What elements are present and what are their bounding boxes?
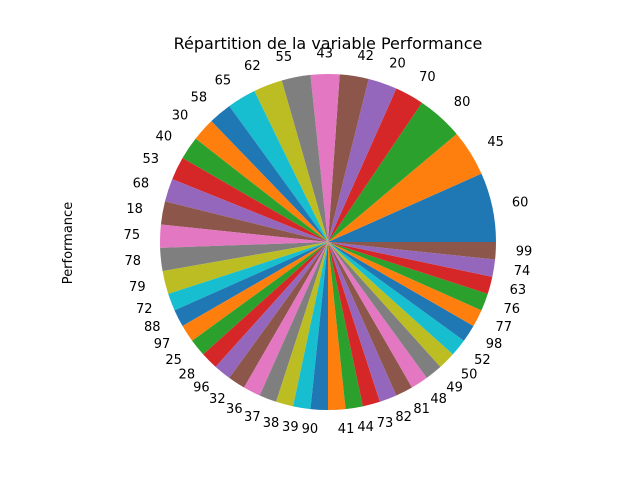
pie-slice-52 bbox=[328, 242, 464, 355]
pie-label-97: 97 bbox=[154, 337, 171, 352]
pie-slice-78 bbox=[160, 242, 328, 272]
pie-label-65: 65 bbox=[215, 73, 232, 88]
pie-label-53: 53 bbox=[142, 152, 159, 167]
pie-label-43: 43 bbox=[316, 47, 333, 62]
pie-label-38: 38 bbox=[263, 416, 280, 431]
pie-slice-70 bbox=[328, 88, 422, 243]
pie-label-49: 49 bbox=[446, 381, 463, 396]
pie-slice-72 bbox=[168, 242, 328, 311]
chart-title: Répartition de la variable Performance bbox=[174, 34, 483, 53]
pie-slice-81 bbox=[328, 242, 412, 396]
pie-slice-65 bbox=[229, 91, 328, 242]
pie-label-50: 50 bbox=[461, 367, 478, 382]
pie-slice-63 bbox=[328, 242, 493, 294]
pie-label-80: 80 bbox=[454, 95, 471, 110]
pie-label-32: 32 bbox=[209, 392, 226, 407]
pie-slice-18 bbox=[160, 201, 328, 242]
pie-slice-20 bbox=[328, 78, 397, 243]
pie-label-44: 44 bbox=[357, 420, 374, 435]
pie-slice-37 bbox=[259, 242, 328, 402]
pie-label-62: 62 bbox=[244, 59, 261, 74]
pie-slice-36 bbox=[244, 242, 328, 396]
pie-slice-43 bbox=[310, 74, 340, 242]
pie-label-70: 70 bbox=[419, 70, 436, 85]
pie-label-58: 58 bbox=[191, 91, 208, 106]
pie-slice-75 bbox=[159, 224, 328, 248]
pie-slice-50 bbox=[328, 242, 453, 367]
pie-label-82: 82 bbox=[395, 410, 412, 425]
pie-slice-97 bbox=[182, 242, 328, 341]
pie-label-74: 74 bbox=[514, 264, 531, 279]
pie-label-30: 30 bbox=[172, 109, 189, 124]
pie-slice-44 bbox=[328, 242, 363, 410]
pie-slice-68 bbox=[164, 179, 328, 242]
pie-slice-90 bbox=[310, 242, 328, 410]
pie-slice-62 bbox=[254, 80, 328, 242]
pie-label-25: 25 bbox=[165, 353, 182, 368]
pie-label-40: 40 bbox=[156, 129, 173, 144]
pie-label-36: 36 bbox=[226, 402, 243, 417]
pie-slice-76 bbox=[328, 242, 488, 311]
pie-label-76: 76 bbox=[504, 302, 521, 317]
pie-slice-99 bbox=[328, 242, 496, 260]
pie-slice-82 bbox=[328, 242, 397, 402]
pie-label-41: 41 bbox=[338, 422, 355, 437]
pie-slice-60 bbox=[328, 173, 496, 242]
pie-slice-58 bbox=[211, 106, 328, 242]
pie-label-52: 52 bbox=[474, 353, 491, 368]
pie-label-73: 73 bbox=[377, 416, 394, 431]
pie-slice-98 bbox=[328, 242, 474, 341]
pie-slice-96 bbox=[215, 242, 328, 378]
pie-slice-79 bbox=[162, 242, 328, 294]
pie-slice-38 bbox=[276, 242, 328, 407]
pie-label-68: 68 bbox=[133, 176, 150, 191]
pie-slice-55 bbox=[281, 74, 328, 242]
pie-slices bbox=[159, 74, 496, 410]
pie-slice-88 bbox=[174, 242, 328, 326]
pie-slice-41 bbox=[328, 242, 346, 410]
pie-slice-39 bbox=[293, 242, 328, 410]
pie-slice-42 bbox=[328, 74, 369, 242]
pie-label-77: 77 bbox=[496, 320, 513, 335]
pie-label-78: 78 bbox=[124, 254, 141, 269]
pie-slice-49 bbox=[328, 242, 441, 378]
pie-slice-28 bbox=[203, 242, 328, 367]
pie-slice-73 bbox=[328, 242, 380, 407]
pie-label-45: 45 bbox=[487, 135, 504, 150]
pie-label-60: 60 bbox=[512, 195, 529, 210]
pie-label-18: 18 bbox=[126, 202, 143, 217]
pie-slice-25 bbox=[192, 242, 328, 355]
pie-slice-74 bbox=[328, 242, 496, 277]
pie-slice-45 bbox=[328, 134, 482, 242]
pie-label-63: 63 bbox=[510, 283, 527, 298]
pie-label-42: 42 bbox=[357, 49, 374, 64]
pie-label-72: 72 bbox=[136, 302, 153, 317]
pie-slice-40 bbox=[182, 138, 328, 242]
pie-label-37: 37 bbox=[244, 410, 261, 425]
pie-label-90: 90 bbox=[302, 422, 319, 437]
pie-slice-48 bbox=[328, 242, 427, 388]
pie-label-20: 20 bbox=[389, 57, 406, 72]
pie-slice-80 bbox=[328, 102, 457, 242]
pie-label-88: 88 bbox=[144, 320, 161, 335]
pie-label-39: 39 bbox=[282, 420, 299, 435]
pie-label-96: 96 bbox=[193, 381, 210, 396]
y-axis-label: Performance bbox=[61, 202, 76, 284]
pie-label-28: 28 bbox=[179, 367, 196, 382]
pie-slice-30 bbox=[195, 121, 328, 242]
pie-slice-32 bbox=[229, 242, 328, 388]
pie-label-98: 98 bbox=[486, 337, 503, 352]
pie-label-48: 48 bbox=[430, 392, 447, 407]
pie-label-81: 81 bbox=[413, 402, 430, 417]
pie-label-75: 75 bbox=[124, 228, 141, 243]
pie-slice-53 bbox=[172, 158, 328, 242]
pie-slice-77 bbox=[328, 242, 482, 326]
pie-label-79: 79 bbox=[129, 280, 146, 295]
pie-label-99: 99 bbox=[516, 244, 533, 259]
pie-label-55: 55 bbox=[276, 50, 293, 65]
